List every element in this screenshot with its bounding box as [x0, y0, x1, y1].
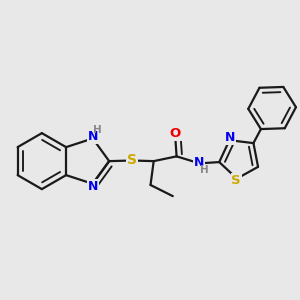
Text: N: N [225, 131, 235, 144]
Text: O: O [169, 127, 181, 140]
Text: N: N [194, 156, 204, 169]
Text: S: S [232, 174, 241, 187]
Text: S: S [127, 154, 137, 167]
Text: H: H [200, 165, 209, 176]
Text: N: N [88, 130, 98, 143]
Text: N: N [88, 180, 98, 193]
Text: H: H [93, 124, 102, 135]
